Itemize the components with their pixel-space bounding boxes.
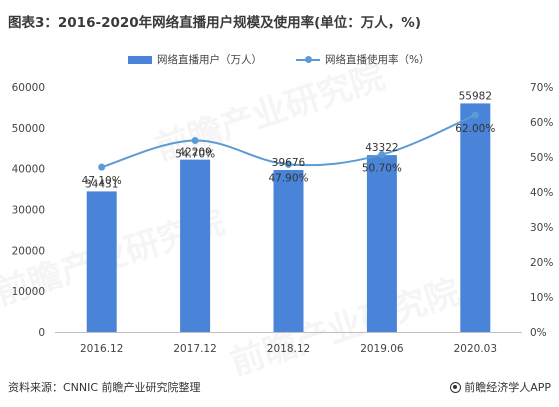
bar — [366, 155, 397, 332]
footer-brand: 前瞻经济学人APP — [450, 379, 551, 395]
line-point — [378, 151, 386, 159]
x-tick-label: 2018.12 — [267, 343, 310, 355]
bar-data-label: 42209 — [178, 147, 211, 159]
line-point — [98, 163, 106, 171]
bar — [273, 169, 304, 332]
brand-logo-icon — [450, 381, 462, 393]
bar-data-label: 39676 — [272, 157, 306, 169]
bar — [180, 159, 211, 332]
legend-bar-swatch — [128, 55, 152, 64]
legend-line-swatch — [296, 55, 320, 64]
footer-brand-label: 前瞻经济学人APP — [464, 381, 551, 394]
footer-source: 资料来源：CNNIC 前瞻产业研究院整理 — [8, 381, 201, 394]
y-right-tick-label: 10% — [530, 292, 553, 304]
x-tick-label: 2020.03 — [454, 343, 497, 355]
y-right-tick-label: 30% — [530, 222, 553, 234]
line-data-label: 54.70% — [175, 149, 215, 161]
x-tick-label: 2017.12 — [173, 343, 216, 355]
y-right-tick-label: 20% — [530, 257, 553, 269]
line-data-label: 50.70% — [362, 163, 402, 175]
bar — [86, 191, 117, 332]
y-right-tick-label: 50% — [530, 152, 553, 164]
y-left-tick-label: 40000 — [12, 164, 45, 176]
x-tick-label: 2019.06 — [360, 343, 404, 355]
y-left-tick-label: 50000 — [12, 123, 45, 135]
y-left-tick-label: 30000 — [12, 205, 45, 217]
bar — [460, 103, 491, 332]
legend-item-rate: 网络直播使用率（%） — [296, 52, 429, 67]
y-right-tick-label: 0% — [530, 327, 547, 339]
line-point — [471, 111, 479, 119]
line-data-label: 47.90% — [268, 172, 308, 184]
legend-item-users: 网络直播用户（万人） — [128, 52, 262, 67]
legend-label-rate: 网络直播使用率（%） — [325, 54, 430, 66]
line-data-label: 62.00% — [455, 123, 495, 135]
line-point — [285, 160, 292, 168]
bar-data-label: 55982 — [459, 90, 492, 102]
y-left-tick-label: 0 — [38, 327, 45, 339]
y-left-tick-label: 60000 — [12, 82, 45, 94]
chart-title: 图表3：2016-2020年网络直播用户规模及使用率(单位：万人，%) — [8, 15, 422, 31]
line-point — [191, 137, 199, 145]
y-right-tick-label: 60% — [530, 117, 553, 129]
bar-data-label: 34431 — [85, 178, 118, 190]
y-right-tick-label: 40% — [530, 187, 553, 199]
legend: 网络直播用户（万人） 网络直播使用率（%） — [0, 52, 559, 68]
x-tick-label: 2016.12 — [80, 343, 123, 355]
y-left-tick-label: 10000 — [12, 286, 45, 298]
y-right-tick-label: 70% — [530, 82, 553, 94]
legend-label-users: 网络直播用户（万人） — [157, 54, 262, 66]
y-left-tick-label: 20000 — [12, 245, 45, 257]
line-data-label: 47.10% — [82, 175, 122, 187]
bar-data-label: 43322 — [365, 142, 398, 154]
